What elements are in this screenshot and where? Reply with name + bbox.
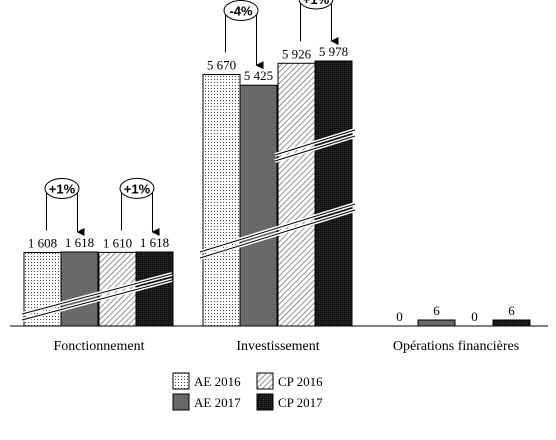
bar-1-2 — [277, 62, 316, 327]
bar-1-1 — [239, 84, 278, 327]
data-label-2-0: 0 — [396, 309, 403, 324]
legend: AE 2016 CP 2016 AE 2017 CP 2017 — [172, 372, 323, 411]
data-label-1-2: 5 926 — [282, 46, 312, 61]
data-label-1-3: 5 978 — [319, 44, 348, 59]
plot-area: 1 608 1 618 1 610 1 618 Fonctionnement 5 670 5… — [10, 0, 548, 354]
annotation-oval-2 — [223, 0, 259, 21]
legend-swatch-1 — [256, 372, 274, 390]
data-label-0-0: 1 608 — [28, 235, 57, 250]
bar-1-3 — [314, 60, 353, 327]
annotation-oval-3 — [298, 0, 334, 10]
data-label-2-1: 6 — [433, 303, 440, 318]
data-label-2-2: 0 — [471, 309, 478, 324]
category-label-2: Opérations financières — [393, 339, 519, 354]
legend-label-3: CP 2017 — [278, 395, 323, 410]
data-label-1-0: 5 670 — [207, 57, 236, 72]
bar-2-3 — [492, 319, 531, 327]
axis-break-line-3 — [199, 209, 356, 259]
axis-break-line-1 — [21, 279, 173, 321]
annotation-arrow-3 — [300, 0, 339, 45]
category-label-0: Fonctionnement — [54, 339, 145, 354]
data-label-0-3: 1 618 — [140, 235, 169, 250]
legend-label-1: CP 2016 — [278, 374, 323, 389]
axis-break-line-0 — [21, 273, 173, 315]
annotation-label-2: -4% — [229, 3, 253, 18]
axis-break-line-5 — [274, 135, 356, 162]
bar-0-1 — [60, 251, 99, 327]
annotation-label-0: +1% — [49, 181, 76, 196]
legend-swatch-3 — [256, 393, 274, 411]
annotation-oval-0 — [44, 177, 80, 199]
legend-label-0: AE 2016 — [194, 374, 241, 389]
category-label-1: Investissement — [236, 339, 319, 354]
data-label-1-1: 5 425 — [244, 68, 273, 83]
bar-1-0 — [202, 73, 241, 327]
annotation-label-1: +1% — [124, 181, 151, 196]
legend-label-2: AE 2017 — [194, 395, 241, 410]
annotation-label-3: +1% — [303, 0, 330, 7]
legend-swatch-0 — [172, 372, 190, 390]
axis-break-line-2 — [199, 203, 356, 253]
legend-swatch-2 — [172, 393, 190, 411]
bar-2-1 — [417, 319, 456, 327]
data-label-0-2: 1 610 — [103, 235, 132, 250]
annotation-oval-1 — [119, 177, 155, 199]
data-label-2-3: 6 — [508, 303, 515, 318]
axis-break-line-4 — [274, 129, 356, 156]
data-label-0-1: 1 618 — [65, 235, 94, 250]
